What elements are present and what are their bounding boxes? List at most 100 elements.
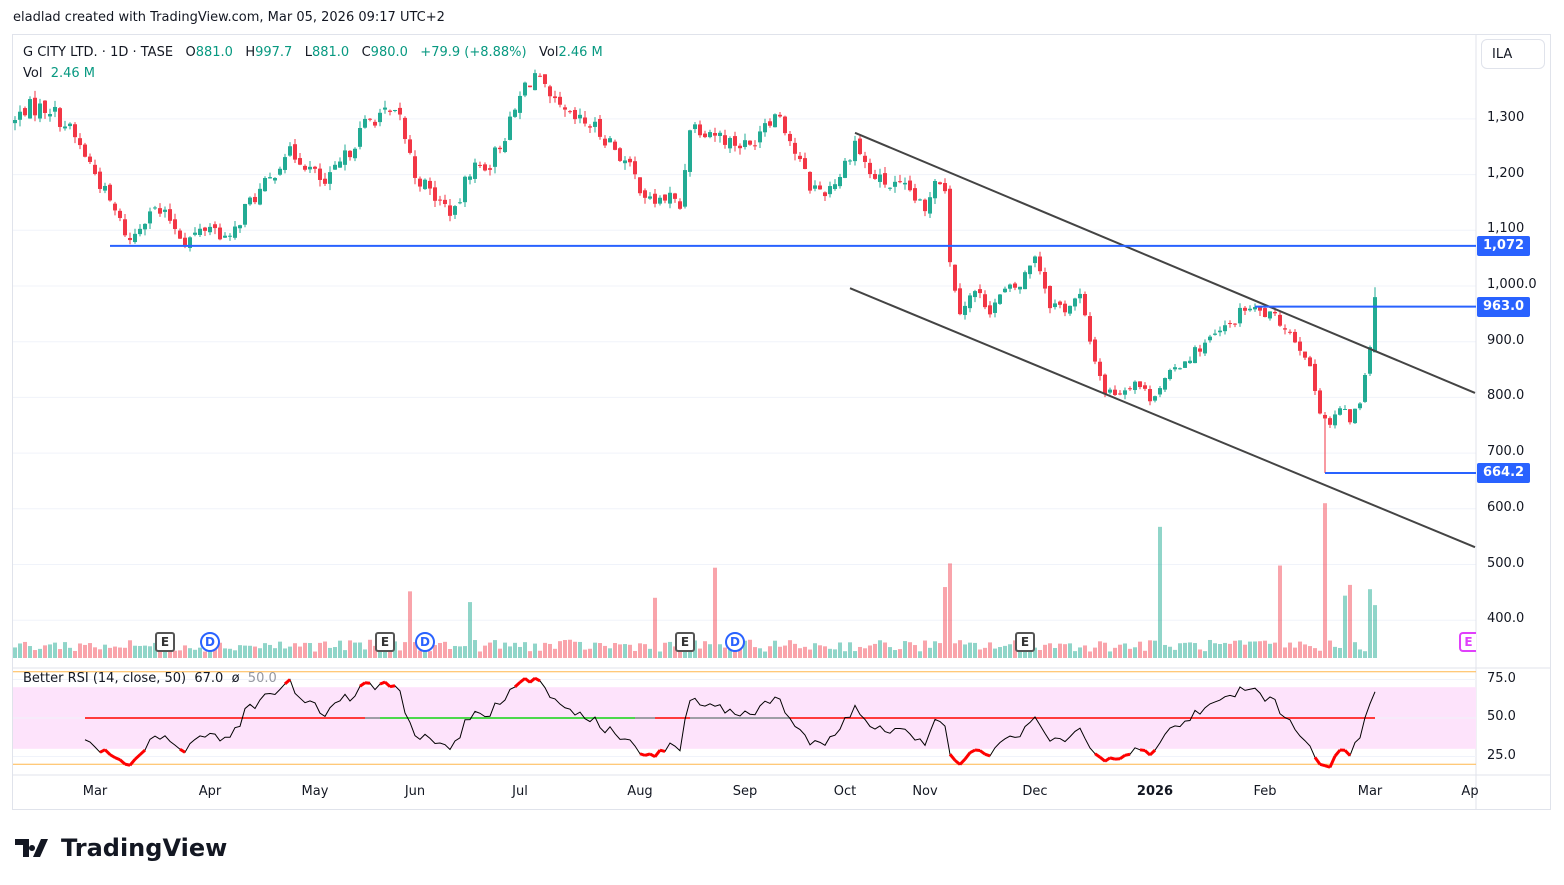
volume-bar (468, 602, 472, 658)
volume-bar (1033, 647, 1037, 658)
earnings-event-marker[interactable]: E (1015, 632, 1035, 652)
volume-bar (808, 649, 812, 658)
volume-bar (658, 651, 662, 658)
volume-bar (618, 644, 622, 658)
volume-bar (68, 647, 72, 658)
candle-body (743, 140, 747, 147)
candle-body (1078, 293, 1082, 299)
volume-bar (543, 642, 547, 658)
candle-body (848, 160, 852, 162)
volume-bar (418, 650, 422, 658)
candle-body (963, 305, 967, 315)
candle-body (673, 193, 677, 199)
tradingview-logo[interactable]: TradingView (15, 834, 227, 862)
candle-body (293, 144, 297, 160)
volume-bar (1328, 640, 1332, 658)
candle-body (1048, 285, 1052, 309)
volume-bar (823, 646, 827, 658)
volume-bar (173, 650, 177, 658)
volume-bar (1368, 589, 1372, 658)
rsi-extreme-segment (1313, 756, 1322, 766)
volume-bar (858, 646, 862, 658)
dividend-event-marker[interactable]: D (725, 632, 745, 652)
candle-body (1288, 331, 1292, 333)
candle-body (1333, 414, 1337, 426)
volume-bar (373, 645, 377, 658)
volume-bar (533, 643, 537, 658)
open-value: 881.0 (195, 45, 233, 60)
candle-body (968, 295, 972, 309)
candle-body (28, 99, 32, 119)
candle-body (1368, 347, 1372, 374)
candle-body (1358, 403, 1362, 409)
volume-bar (1273, 642, 1277, 658)
candle-body (523, 82, 527, 96)
volume-bar (353, 642, 357, 658)
volume-bar (1073, 651, 1077, 658)
volume-bar (403, 642, 407, 658)
volume-bar (1363, 651, 1367, 658)
volume-legend-value: 2.46 M (50, 66, 96, 81)
volume-bar (43, 645, 47, 658)
time-axis-label: Oct (833, 784, 857, 799)
rsi-extreme-segment (659, 748, 666, 753)
volume-bar (178, 650, 182, 658)
candle-body (693, 124, 697, 130)
rsi-name: Better RSI (14, close, 50) (23, 671, 187, 686)
candle-body (13, 120, 17, 124)
volume-bar (783, 645, 787, 658)
volume-bar (1228, 643, 1232, 658)
symbol-name[interactable]: G CITY LTD. · 1D · TASE (23, 45, 174, 60)
tradingview-logo-icon (15, 839, 48, 857)
candle-body (873, 174, 877, 179)
high-value: 997.7 (255, 45, 293, 60)
candle-body (908, 180, 912, 191)
volume-bar (1263, 640, 1267, 658)
rsi-extreme-segment (359, 681, 366, 688)
candle-body (188, 237, 192, 248)
volume-legend[interactable]: Vol 2.46 M (23, 66, 95, 81)
candle-body (1338, 408, 1342, 415)
candle-body (1183, 361, 1187, 368)
volume-bar (478, 651, 482, 658)
candle-body (1033, 256, 1037, 264)
candle-body (1133, 381, 1137, 391)
earnings-event-marker[interactable]: E (375, 632, 395, 652)
rsi-extreme-segment (138, 748, 147, 756)
price-tick-label: 1,200 (1487, 165, 1525, 181)
candle-body (698, 124, 702, 136)
volume-bar (453, 645, 457, 658)
volume-bar (193, 649, 197, 658)
candle-body (328, 172, 332, 184)
volume-bar (1038, 649, 1042, 658)
volume-bar (753, 647, 757, 658)
volume-bar (283, 648, 287, 658)
volume-bar (943, 587, 947, 658)
candle-body (1003, 288, 1007, 293)
dividend-event-marker[interactable]: D (415, 632, 435, 652)
volume-bar (368, 639, 372, 658)
volume-bar (498, 648, 502, 658)
rsi-legend[interactable]: Better RSI (14, close, 50) 67.0 ø 50.0 (23, 671, 277, 686)
candle-body (1043, 271, 1047, 289)
earnings-event-marker[interactable]: E (675, 632, 695, 652)
volume-bar (1258, 641, 1262, 658)
volume-bar (1088, 651, 1092, 658)
volume-bar (113, 646, 117, 658)
candle-body (63, 126, 67, 129)
open-label: O (185, 45, 196, 60)
earnings-event-marker[interactable]: E (155, 632, 175, 652)
dividend-event-marker[interactable]: D (200, 632, 220, 652)
volume-bar (648, 648, 652, 658)
volume-bar (1333, 646, 1337, 658)
currency-button[interactable]: ILA (1481, 39, 1545, 69)
candle-body (1243, 307, 1247, 311)
candle-body (288, 146, 292, 156)
volume-bar (1168, 646, 1172, 658)
rsi-extreme-segment (948, 753, 957, 762)
upcoming-earnings-marker[interactable]: E (1459, 632, 1476, 652)
volume-bar (1003, 645, 1007, 658)
rsi-extreme-segment (1124, 752, 1131, 757)
candle-body (243, 203, 247, 225)
